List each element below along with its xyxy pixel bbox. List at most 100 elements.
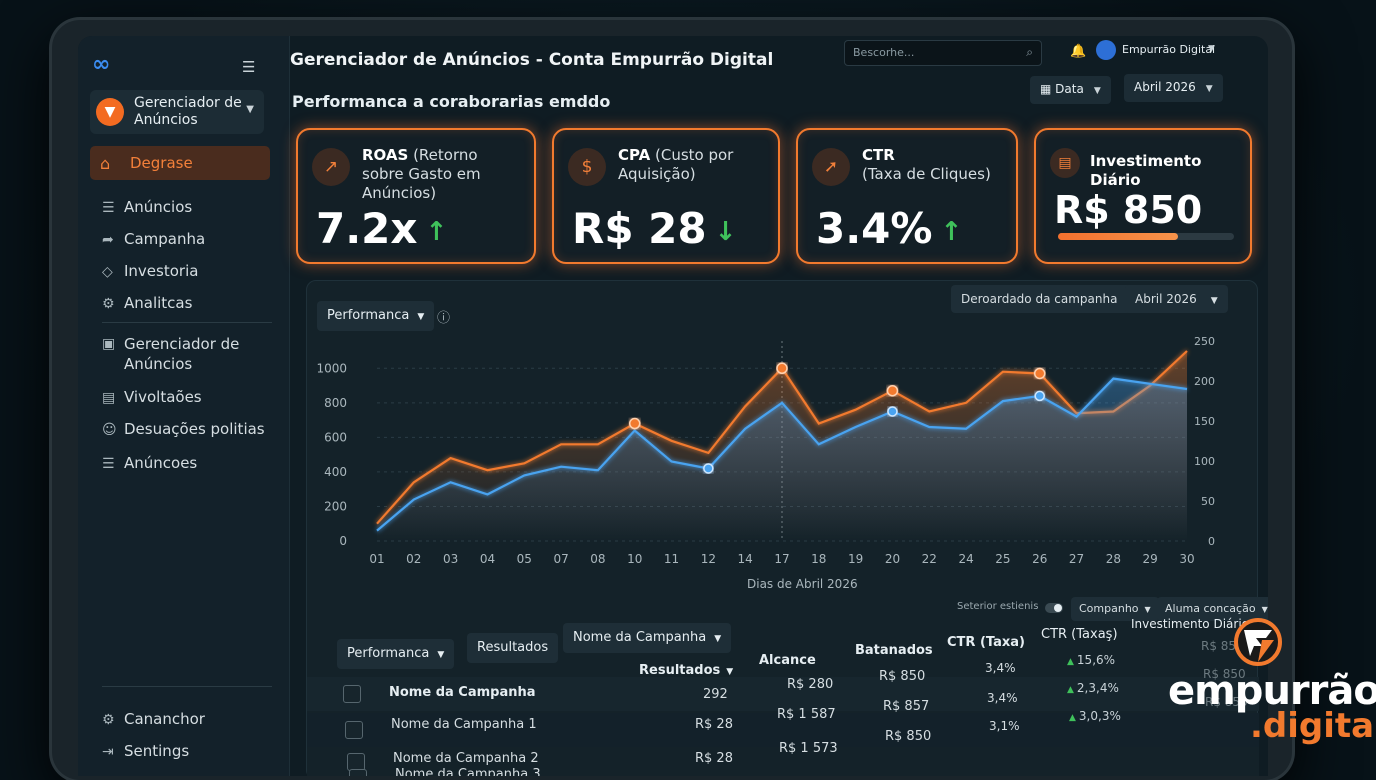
kpi-value-text: 3.4% [816,204,932,253]
sidebar: ∞ ☰ ▼ Gerenciador de Anúncios ▼ ⌂ Degras… [78,36,290,776]
money-icon: $ [568,148,606,186]
y2-tick-label: 50 [1201,495,1215,508]
row-checkbox[interactable] [345,721,363,739]
calendar-icon: ▦ [1040,82,1055,96]
brand-wordmark-digital: .digital [1250,706,1376,746]
x-tick-label: 20 [885,552,900,566]
gear-icon: ⚙ [102,712,124,728]
chevron-down-icon: ▼ [1208,44,1215,54]
sidebar-item-sentings[interactable]: ⇥Sentings [102,742,189,760]
gear-icon: ⚙ [102,296,124,312]
column-header-label: Resultados [639,663,720,678]
sidebar-item-vivoltaoes[interactable]: ▤Vivoltaões [102,388,202,406]
table-cell: R$ 850 [885,729,931,744]
logout-icon: ⇥ [102,744,124,760]
month-dropdown[interactable]: Abril 2026 ▼ [1124,74,1223,102]
table-performance-dropdown[interactable]: Performanca ▼ [337,639,454,669]
chevron-down-icon: ▼ [1262,605,1268,614]
chevron-down-icon: ▼ [437,650,444,660]
x-tick-label: 30 [1179,552,1194,566]
triangle-up-icon: ▲ [1067,657,1074,667]
table-cell-value: 2,3,4% [1077,681,1119,695]
kpi-card-roas[interactable]: ↗ ROAS (Retorno sobre Gasto em Anúncios)… [296,128,536,264]
row-checkbox[interactable] [349,769,367,776]
progress-fill [1058,233,1178,240]
sidebar-item-label: Degrase [130,154,193,172]
table-cell: R$ 1 573 [779,741,838,756]
sidebar-item-degrase[interactable]: ⌂ Degrase [90,146,270,180]
table-resultados-button[interactable]: Resultados [467,633,558,663]
filter-label: Aluma concação [1165,602,1256,615]
search-input[interactable]: Bescorhe... ⌕ [844,40,1042,66]
table-cell: R$ 1 587 [777,707,836,722]
column-header[interactable]: Batanados [855,643,933,658]
triangle-up-icon: ▲ [1067,685,1074,695]
x-tick-label: 01 [369,552,384,566]
table-cell: ▲3,0,3% [1069,709,1121,723]
toggle-switch[interactable] [1045,603,1063,613]
kpi-value-text: 7.2x [316,204,418,253]
month-dropdown-label: Abril 2026 [1134,80,1196,94]
people-icon: ☺ [102,422,124,438]
kpi-title: CPA (Custo por Aquisição) [618,146,758,184]
sidebar-item-label: Sentings [124,742,189,760]
list-icon: ☰ [102,200,124,216]
sidebar-item-investoria[interactable]: ◇Investoria [102,262,198,280]
sidebar-item-desuacoes[interactable]: ☺Desuações politias [102,420,265,438]
briefcase-icon: ▣ [102,334,124,354]
column-header[interactable]: CTR (Taxaş) [1041,627,1118,642]
x-tick-label: 10 [627,552,642,566]
x-tick-label: 12 [701,552,716,566]
x-tick-label: 03 [443,552,458,566]
sidebar-item-gerenciador[interactable]: ▣Gerenciador de Anúncios [102,334,262,374]
y2-tick-label: 0 [1208,535,1215,548]
chevron-down-icon: ▼ [1206,84,1213,94]
sidebar-item-anuncoes[interactable]: ☰Anúncoes [102,454,197,472]
table-cell: 292 [703,687,728,702]
sidebar-item-anuncios[interactable]: ☰Anúncios [102,198,192,216]
y-tick-label: 800 [324,396,347,410]
meta-logo-icon[interactable]: ∞ [92,56,120,74]
sidebar-item-label: Campanha [124,230,205,248]
x-tick-label: 27 [1069,552,1084,566]
sidebar-item-analitcas[interactable]: ⚙Analitcas [102,294,192,312]
date-dropdown[interactable]: ▦ Data▼ [1030,76,1111,104]
user-name: Empurrão Digital [1122,43,1215,56]
kpi-title: Investimento Diário [1090,152,1250,190]
kpi-card-investimento[interactable]: ▤ Investimento Diário R$ 850 [1034,128,1252,264]
column-header[interactable]: CTR (Taxa) [947,635,1025,650]
table-cell-value: 15,6% [1077,653,1115,667]
search-icon[interactable]: ⌕ [1026,45,1033,60]
column-header[interactable]: Alcance [759,653,816,668]
date-dropdown-label: Data [1055,82,1084,96]
share-icon: ➦ [102,232,124,248]
kpi-title-bold: CPA [618,146,650,164]
select-all-checkbox[interactable] [343,685,361,703]
kpi-card-cpa[interactable]: $ CPA (Custo por Aquisição) R$ 28↓ [552,128,780,264]
account-label: Gerenciador de Anúncios [134,95,244,129]
kpi-card-ctr[interactable]: ➚ CTR (Taxa de Cliques) 3.4%↑ [796,128,1018,264]
kpi-value: R$ 850 [1054,188,1202,232]
x-tick-label: 22 [922,552,937,566]
menu-icon[interactable]: ☰ [242,58,255,76]
kpi-title: ROAS (Retorno sobre Gasto em Anúncios) [362,146,502,203]
arrow-down-icon: ↓ [715,217,737,247]
kpi-value: 3.4%↑ [816,204,962,253]
button-label: Resultados [477,640,548,655]
sidebar-item-cananchor[interactable]: ⚙Cananchor [102,710,205,728]
button-label: Performanca [347,646,429,661]
list-icon: ☰ [102,456,124,472]
table-cell: 3,4% [987,691,1018,705]
y-tick-label: 400 [324,465,347,479]
table-campaign-dropdown[interactable]: Nome da Campanha▼ [563,623,731,653]
tag-icon: ◇ [102,264,124,280]
bell-icon[interactable]: 🔔 [1070,44,1086,59]
sidebar-item-campanha[interactable]: ➦Campanha [102,230,205,248]
kpi-value: 7.2x↑ [316,204,447,253]
column-header[interactable]: Resultados▼ [639,663,733,678]
table-cell: R$ 280 [787,677,833,692]
chart-panel: Performanca▼ ⓘ Deroardado da campanha▼ A… [306,280,1258,776]
column-header[interactable]: Nome da Campanha [389,685,536,700]
account-selector[interactable]: ▼ Gerenciador de Anúncios ▼ [90,90,264,134]
